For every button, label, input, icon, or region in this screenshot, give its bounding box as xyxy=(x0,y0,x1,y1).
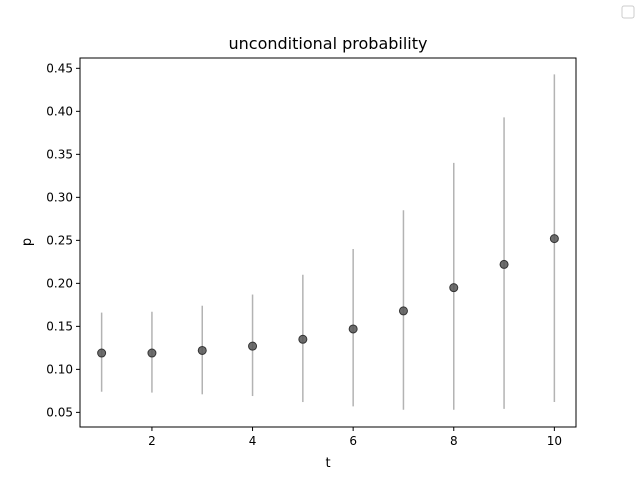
y-axis-ticks: 0.05 0.10 0.15 0.20 0.25 0.30 0.35 0.40 0.45 xyxy=(46,61,80,419)
y-axis-label: p xyxy=(20,238,35,246)
y-tick-label: 0.45 xyxy=(46,61,73,75)
x-tick-label: 6 xyxy=(349,434,357,448)
x-tick-label: 10 xyxy=(547,434,562,448)
chart-title: unconditional probability xyxy=(229,34,428,53)
y-tick-label: 0.30 xyxy=(46,190,73,204)
y-tick-label: 0.05 xyxy=(46,405,73,419)
data-point-8 xyxy=(449,283,459,293)
x-tick-label: 2 xyxy=(148,434,156,448)
x-axis-label: t xyxy=(325,456,330,471)
data-point-9 xyxy=(499,259,509,269)
y-tick-label: 0.25 xyxy=(46,233,73,247)
y-tick-label: 0.10 xyxy=(46,362,73,376)
y-tick-label: 0.35 xyxy=(46,147,73,161)
y-tick-label: 0.20 xyxy=(46,276,73,290)
data-point-3 xyxy=(197,345,207,355)
x-tick-label: 4 xyxy=(249,434,257,448)
points-layer xyxy=(97,234,559,358)
data-point-4 xyxy=(248,341,258,351)
x-axis-ticks: 2 4 6 8 10 xyxy=(148,427,562,448)
data-point-5 xyxy=(298,334,308,344)
data-point-6 xyxy=(348,324,358,334)
plot-area xyxy=(79,57,577,428)
data-point-10 xyxy=(549,234,559,244)
data-point-7 xyxy=(398,306,408,316)
data-point-2 xyxy=(147,348,157,358)
x-tick-label: 8 xyxy=(450,434,458,448)
y-tick-label: 0.15 xyxy=(46,319,73,333)
data-point-1 xyxy=(97,348,107,358)
y-tick-label: 0.40 xyxy=(46,104,73,118)
legend-box xyxy=(621,5,635,19)
errorbars-layer xyxy=(100,74,556,410)
